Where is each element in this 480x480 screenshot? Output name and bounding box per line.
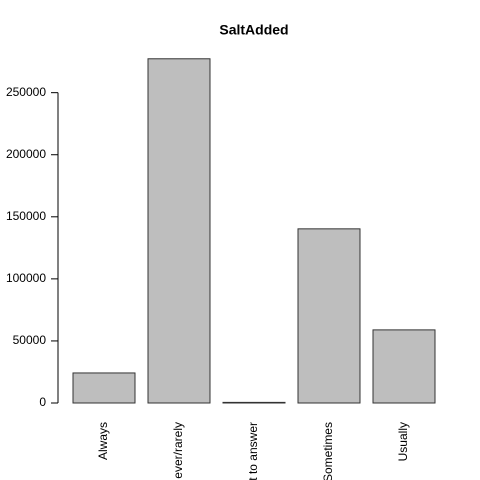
bar xyxy=(222,401,286,404)
y-tick-label: 150000 xyxy=(6,209,46,223)
y-tick-label: 50000 xyxy=(13,333,47,347)
bar xyxy=(372,329,436,404)
x-tick-label: Always xyxy=(96,422,110,460)
x-tick-label: Sometimes xyxy=(321,422,335,480)
y-tick-label: 250000 xyxy=(6,85,46,99)
chart-title: SaltAdded xyxy=(219,22,288,38)
x-tick-label: t to answer xyxy=(246,422,260,480)
y-tick-label: 100000 xyxy=(6,271,46,285)
bar xyxy=(147,58,211,404)
y-tick-label: 0 xyxy=(39,395,46,409)
x-tick-label: ever/rarely xyxy=(171,422,185,479)
bar xyxy=(72,372,136,404)
x-tick-label: Usually xyxy=(396,422,410,461)
bar xyxy=(297,228,361,404)
y-tick-label: 200000 xyxy=(6,147,46,161)
